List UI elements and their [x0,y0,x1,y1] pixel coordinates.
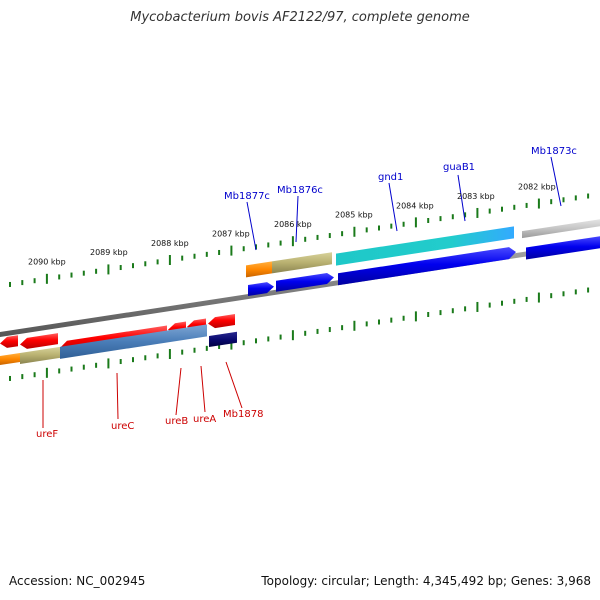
leader-gnd1 [388,182,398,232]
gene-label-gnd1: gnd1 [378,172,403,183]
feature-navy-lower [209,331,237,348]
scale-label: 2090 kbp [28,258,66,267]
upper-scale-ticks [9,193,590,287]
feature-orange-lower [0,352,20,365]
feature-blue-arrow-2 [276,272,334,292]
gene-label-Mb1878: Mb1878 [223,409,263,420]
gene-label-guaB1: guaB1 [443,162,475,173]
gene-label-ureB: ureB [165,416,188,427]
gene-label-Mb1877c: Mb1877c [224,191,270,202]
label-leader-lines [42,156,562,428]
scale-label: 2087 kbp [212,230,250,239]
leader-Mb1877c [246,201,257,251]
scale-label: 2089 kbp [90,248,128,257]
scale-label: 2088 kbp [151,239,189,248]
lower-scale-ticks [9,287,590,381]
leader-ureB [175,367,182,416]
leader-Mb1873c [550,156,562,207]
feature-red-arrow-6 [208,314,235,329]
leader-guaB1 [457,174,466,222]
accession-text: Accession: NC_002945 [9,574,146,588]
feature-red-arrow-1 [0,335,18,348]
leader-Mb1878 [225,361,243,409]
leader-ureA [200,365,206,413]
gene-features [0,226,600,365]
scale-label: 2082 kbp [518,183,556,192]
gene-label-Mb1876c: Mb1876c [277,185,323,196]
feature-blue-arrow-4 [526,236,600,260]
feature-orange-upper [246,261,272,278]
gene-label-ureC: ureC [111,421,134,432]
scale-label: 2085 kbp [335,211,373,220]
scale-label: 2083 kbp [457,192,495,201]
feature-cyan-upper [336,226,514,266]
leader-Mb1876c [295,195,299,243]
gene-label-Mb1873c: Mb1873c [531,146,577,157]
feature-steel-lower [60,324,207,359]
upper-grey-feature [522,219,600,239]
gene-label-ureA: ureA [193,414,216,425]
feature-khaki-lower [20,346,60,364]
feature-khaki-upper [272,252,332,274]
text-labels: 2090 kbp 2089 kbp 2088 kbp 2087 kbp 2086 kbp… [28,146,577,440]
gene-label-ureF: ureF [36,429,58,440]
scale-label: 2084 kbp [396,201,434,210]
genome-summary-text: Topology: circular; Length: 4,345,492 bp… [261,574,591,588]
scale-label: 2086 kbp [274,220,312,229]
leader-ureC [116,372,119,420]
map-title: Mycobacterium bovis AF2122/97, complete … [130,10,470,25]
feature-blue-arrow-3 [338,247,516,286]
feature-blue-arrow-1 [248,282,274,297]
feature-red-arrow-2 [20,333,58,349]
